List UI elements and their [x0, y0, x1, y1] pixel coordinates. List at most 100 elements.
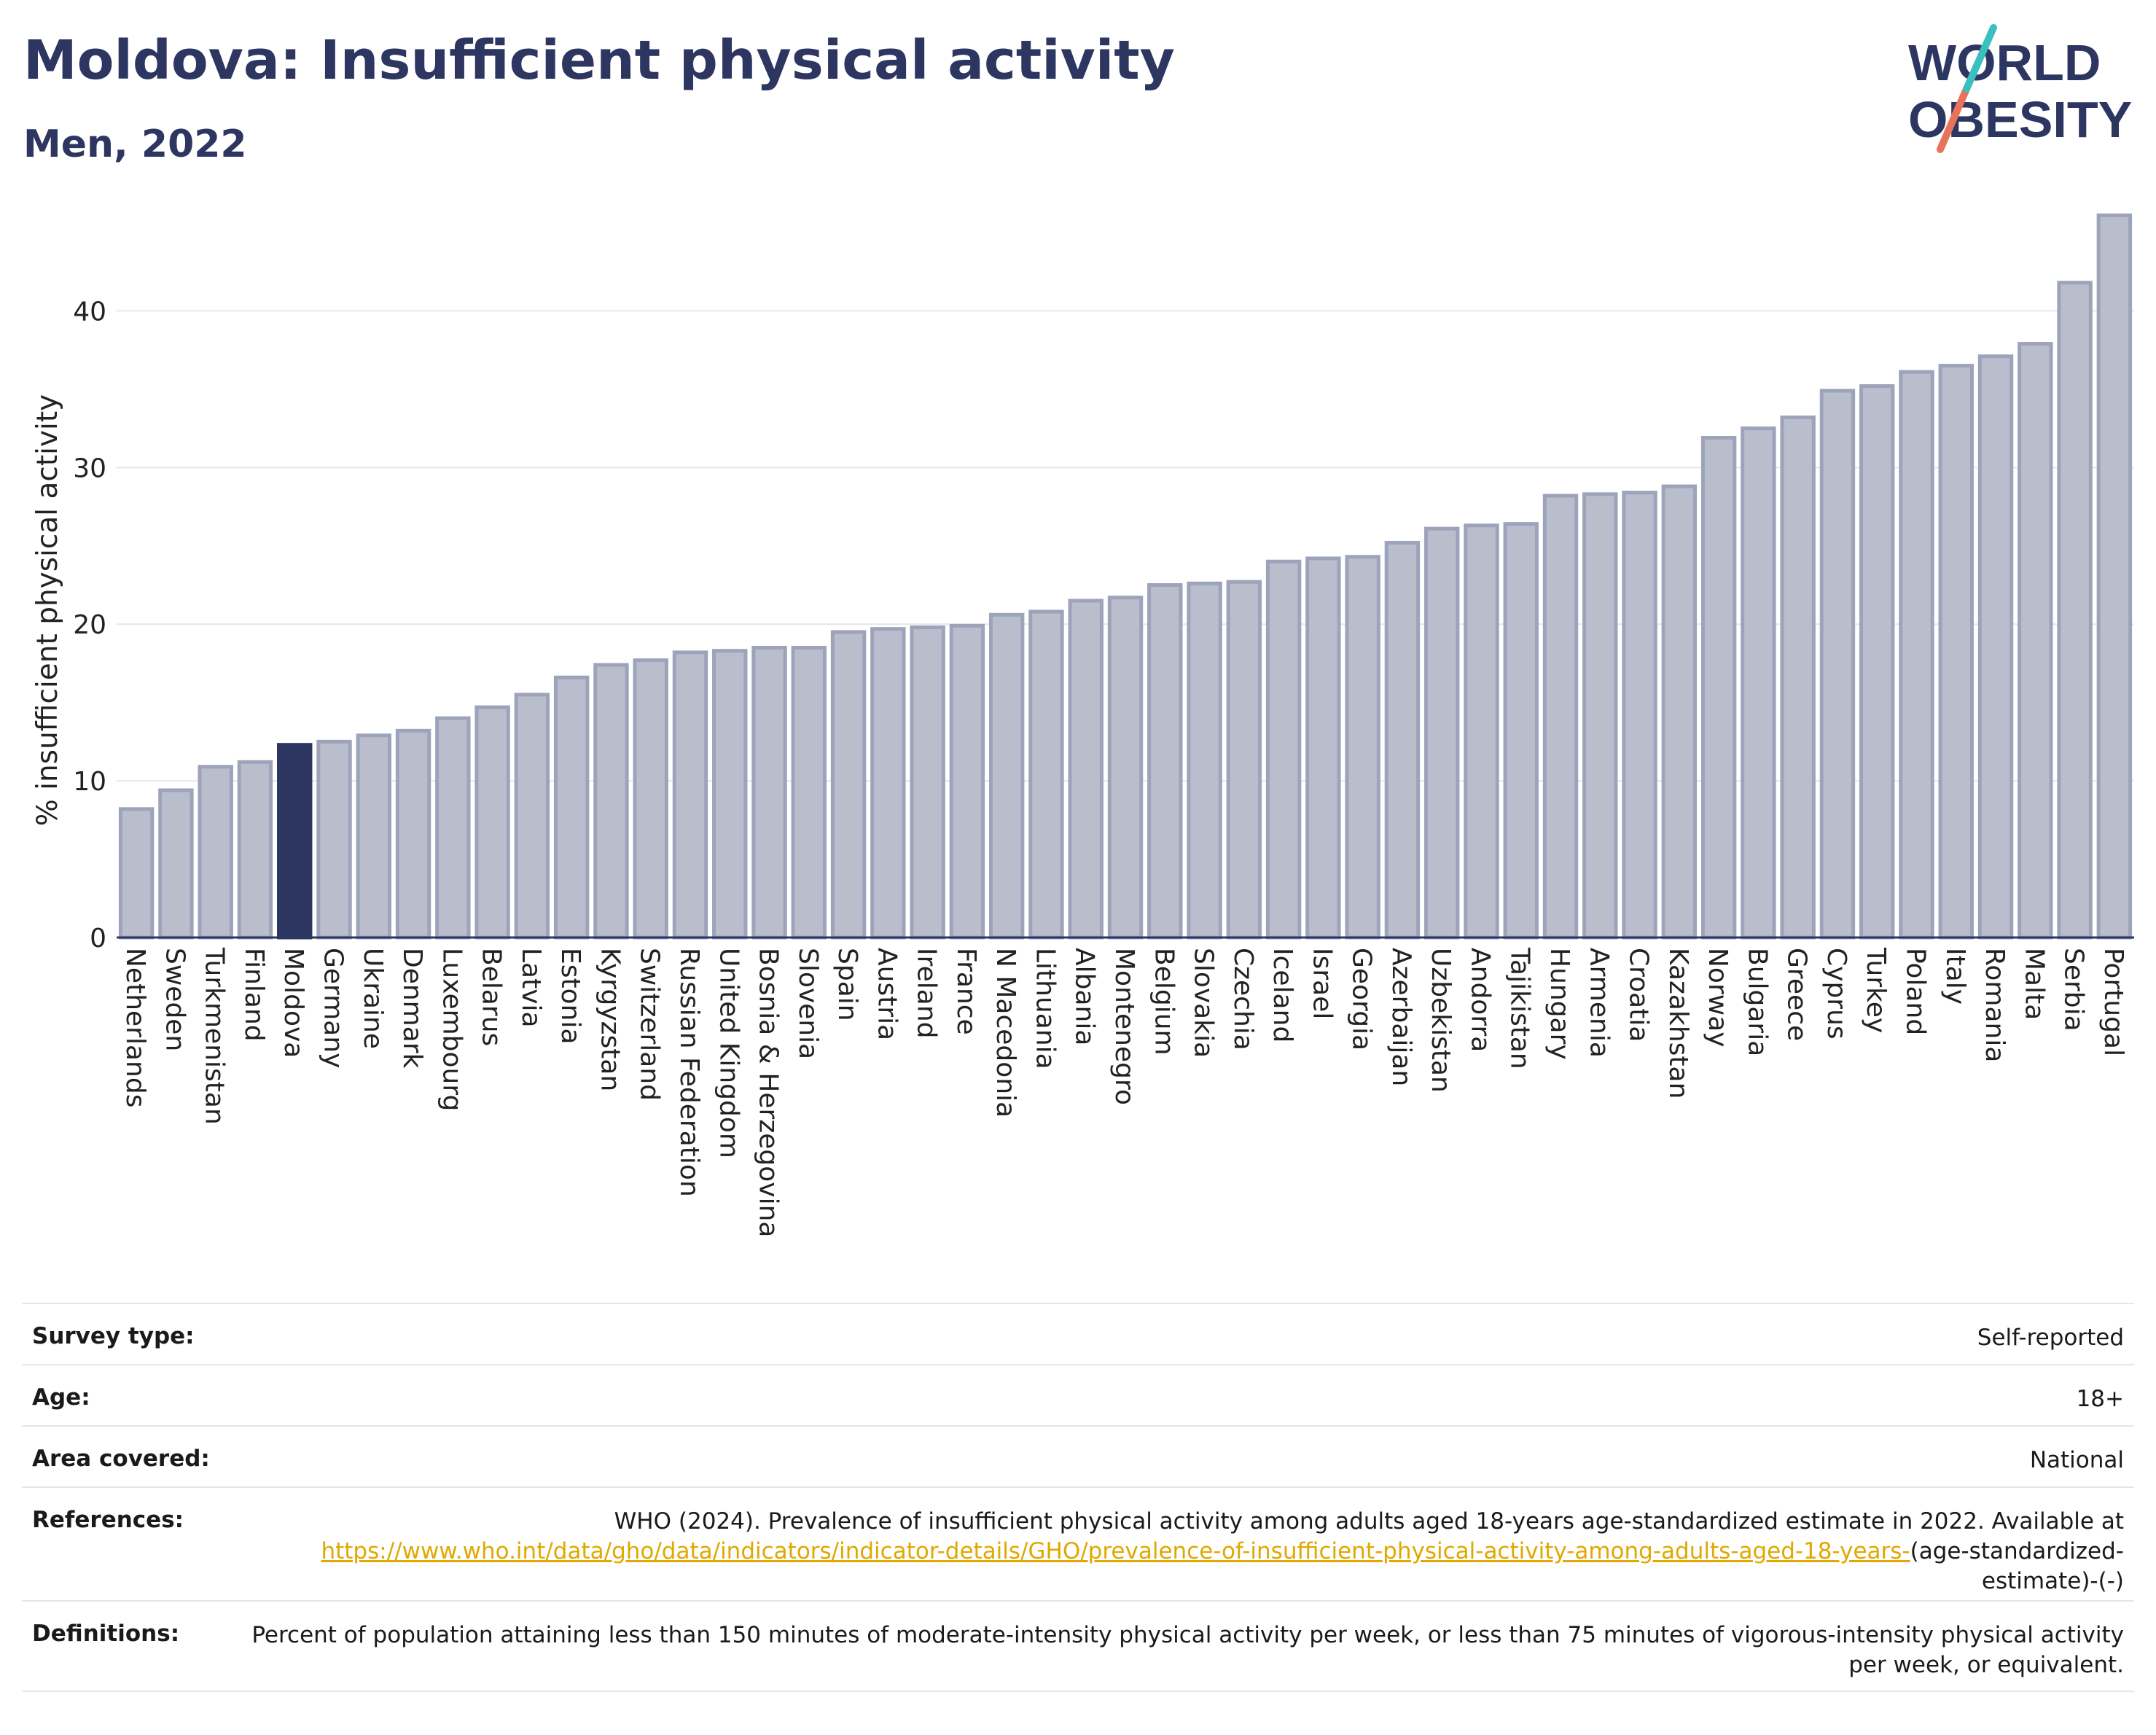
bar-latvia [514, 693, 550, 940]
x-tick-label: Finland [239, 948, 269, 1042]
x-tick-label: Luxembourg [437, 948, 466, 1111]
bar-poland [1899, 370, 1934, 940]
x-tick-label: Germany [319, 948, 348, 1068]
info-table: Survey type: Self-reported Age: 18+ Area… [22, 1303, 2134, 1692]
bar-netherlands [118, 807, 155, 940]
bar-lithuania [1028, 609, 1064, 940]
bar-italy [1938, 364, 1974, 940]
x-tick-label: Ireland [912, 948, 942, 1039]
bar-andorra [1464, 523, 1499, 940]
x-tick-label: Albania [1070, 948, 1100, 1045]
y-tick-label: 40 [73, 297, 106, 327]
bar-ireland [910, 625, 945, 940]
bar-cyprus [1819, 389, 1856, 940]
x-tick-label: Romania [1980, 948, 2009, 1062]
bar-turkey [1859, 384, 1895, 940]
bar-czechia [1226, 580, 1262, 940]
references-value: WHO (2024). Prevalence of insufficient p… [219, 1486, 2134, 1601]
x-tick-label: Greece [1782, 948, 1812, 1041]
x-tick-label: France [951, 948, 981, 1035]
info-row-references: References: WHO (2024). Prevalence of in… [22, 1486, 2134, 1601]
x-tick-label: Serbia [2059, 948, 2089, 1032]
y-tick-label: 30 [73, 453, 106, 483]
bar-spain [830, 630, 867, 940]
bar-greece [1780, 416, 1816, 940]
bar-israel [1305, 556, 1341, 940]
bar-hungary [1542, 494, 1579, 940]
x-tick-label: Netherlands [120, 948, 150, 1107]
page-title: Moldova: Insufficient physical activity [23, 29, 1175, 92]
info-row-survey-type: Survey type: Self-reported [22, 1303, 2134, 1365]
bar-united-kingdom [712, 649, 748, 940]
x-tick-label: Slovenia [793, 948, 823, 1059]
bar-russian-federation [672, 650, 708, 940]
bar-portugal [2096, 213, 2133, 940]
bar-serbia [2057, 281, 2093, 940]
bar-moldova [277, 743, 313, 940]
x-tick-label: Uzbekistan [1426, 948, 1456, 1093]
x-tick-label: Sweden [160, 948, 190, 1051]
x-tick-label: Norway [1703, 948, 1733, 1048]
x-tick-label: Armenia [1584, 948, 1614, 1058]
x-tick-label: Poland [1900, 948, 1930, 1035]
x-tick-label: Israel [1307, 948, 1337, 1019]
info-row-area: Area covered: National [22, 1425, 2134, 1487]
x-tick-label: Portugal [2098, 948, 2128, 1056]
x-tick-label: Malta [2019, 948, 2049, 1020]
references-text: WHO (2024). Prevalence of insufficient p… [614, 1508, 2124, 1535]
x-tick-label: Kyrgyzstan [595, 948, 625, 1091]
bar-n-macedonia [988, 612, 1025, 940]
y-tick-label: 20 [73, 610, 106, 640]
x-tick-label: Belgium [1149, 948, 1179, 1056]
x-tick-label: Iceland [1268, 948, 1297, 1042]
bar-belgium [1147, 582, 1183, 940]
y-tick-label: 0 [90, 924, 106, 954]
x-tick-label: Turkey [1861, 947, 1891, 1033]
bar-luxembourg [435, 716, 471, 940]
page-subtitle: Men, 2022 [23, 122, 247, 166]
bar-malta [2018, 342, 2053, 940]
x-tick-label: Lithuania [1030, 948, 1060, 1069]
info-row-definitions: Definitions: Percent of population attai… [22, 1600, 2134, 1692]
age-value: 18+ [219, 1364, 2134, 1426]
bar-romania [1977, 354, 2014, 940]
bar-norway [1700, 435, 1737, 940]
x-tick-label: Russian Federation [674, 948, 704, 1197]
bar-montenegro [1107, 596, 1144, 940]
x-tick-label: Cyprus [1821, 948, 1851, 1040]
bar-denmark [395, 728, 431, 940]
info-row-age: Age: 18+ [22, 1364, 2134, 1426]
bar-germany [316, 739, 352, 940]
x-tick-label: Andorra [1465, 948, 1495, 1052]
y-tick-label: 10 [73, 767, 106, 797]
definitions-value: Percent of population attaining less tha… [219, 1600, 2134, 1692]
area-label: Area covered: [22, 1425, 220, 1487]
bar-croatia [1622, 491, 1657, 940]
bar-uzbekistan [1423, 526, 1460, 940]
bar-france [949, 623, 985, 940]
references-label: References: [22, 1486, 220, 1601]
x-tick-label: Montenegro [1109, 948, 1139, 1105]
x-tick-label: United Kingdom [714, 948, 743, 1158]
x-tick-label: Bosnia & Herzegovina [754, 948, 784, 1237]
x-tick-label: Georgia [1347, 948, 1377, 1050]
bar-estonia [553, 675, 590, 940]
x-tick-label: Croatia [1624, 948, 1654, 1042]
bar-chart: 0 10 20 30 40 Netherlands Sweden Turkmenistan F… [31, 213, 2134, 1237]
references-link[interactable]: https://www.who.int/data/gho/data/indica… [321, 1538, 1910, 1564]
survey-type-label: Survey type: [22, 1303, 220, 1365]
bar-bulgaria [1741, 426, 1776, 940]
x-tick-label: Spain [832, 948, 862, 1021]
bar-armenia [1582, 492, 1618, 940]
bar-slovakia [1187, 581, 1222, 940]
x-tick-label: Italy [1940, 948, 1970, 1005]
survey-type-value: Self-reported [219, 1303, 2134, 1365]
references-suffix: (age-standardized-estimate)-(-) [1910, 1538, 2124, 1594]
x-tick-label: Azerbaijan [1386, 948, 1416, 1086]
x-tick-label: Latvia [516, 948, 546, 1028]
x-tick-label: Estonia [555, 948, 585, 1045]
x-tick-label: Switzerland [635, 948, 665, 1101]
bar-azerbaijan [1384, 540, 1421, 940]
bar-turkmenistan [198, 765, 233, 940]
age-label: Age: [22, 1364, 220, 1426]
